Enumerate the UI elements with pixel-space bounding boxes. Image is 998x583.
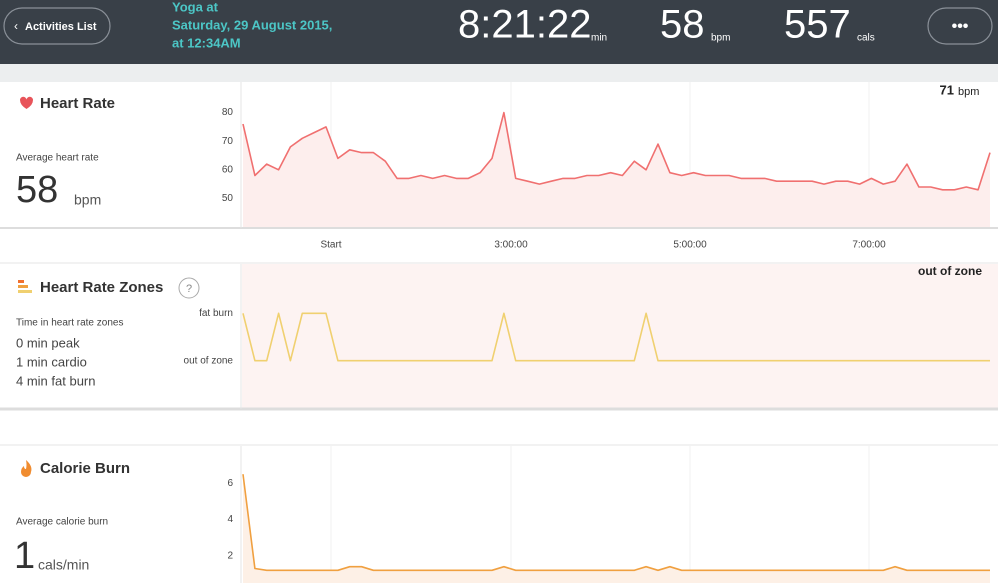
current-unit: bpm xyxy=(958,86,979,98)
heart-icon xyxy=(20,96,33,109)
y-tick-label: 80 xyxy=(222,107,234,118)
zone-background xyxy=(242,264,998,409)
top-bar xyxy=(0,0,998,64)
y-tick-label: 6 xyxy=(227,478,233,489)
zones-icon xyxy=(18,290,32,293)
y-tick-label: 60 xyxy=(222,164,234,175)
x-tick-label: 7:00:00 xyxy=(852,240,886,251)
y-tick-label: out of zone xyxy=(184,355,234,366)
gap xyxy=(0,64,998,82)
stat-unit: cals xyxy=(857,33,875,44)
back-button[interactable]: ‹ Activities List xyxy=(3,7,111,45)
x-tick-label: 3:00:00 xyxy=(494,240,528,251)
line xyxy=(242,474,990,572)
stat-value: 557 xyxy=(784,3,851,47)
menu-button[interactable]: ••• xyxy=(927,7,993,45)
line xyxy=(242,111,991,191)
panel-subtitle: Average heart rate xyxy=(16,153,99,164)
flame-icon xyxy=(21,460,32,477)
activity-title: Saturday, 29 August 2015, xyxy=(172,17,332,32)
activity-title: at 12:34AM xyxy=(172,35,241,50)
help-circle xyxy=(178,277,200,299)
y-tick-label: fat burn xyxy=(199,308,233,319)
average-value: 1 xyxy=(14,535,35,577)
current-value: 71 xyxy=(940,82,954,97)
panel-subtitle: Time in heart rate zones xyxy=(16,318,123,329)
zones-icon xyxy=(18,285,28,288)
x-tick-label: Start xyxy=(320,240,341,251)
activity-title: Yoga at xyxy=(172,0,219,14)
back-arrow: ‹ xyxy=(14,19,18,33)
back-button-outline xyxy=(3,7,111,45)
zone-time: 1 min cardio xyxy=(16,354,87,369)
stat-unit: bpm xyxy=(711,33,730,44)
panel-subtitle: Average calorie burn xyxy=(16,517,108,528)
panel-title: Calorie Burn xyxy=(40,460,130,477)
zone-time: 4 min fat burn xyxy=(16,373,96,388)
stat-unit: min xyxy=(591,33,607,44)
help-button[interactable]: ? xyxy=(178,277,200,299)
zones-icon xyxy=(18,280,24,283)
y-tick-label: 70 xyxy=(222,136,234,147)
panel-title: Heart Rate Zones xyxy=(40,279,163,296)
y-tick-label: 2 xyxy=(227,550,233,561)
menu-dots: ••• xyxy=(952,18,969,35)
area xyxy=(243,474,990,583)
area xyxy=(243,112,990,227)
zone-time: 0 min peak xyxy=(16,335,80,350)
x-tick-label: 5:00:00 xyxy=(673,240,707,251)
help-label: ? xyxy=(186,283,192,295)
current-zone: out of zone xyxy=(918,264,982,278)
menu-outline xyxy=(927,7,993,45)
stat-value: 8:21:22 xyxy=(458,3,591,47)
average-unit: bpm xyxy=(74,192,101,208)
y-tick-label: 4 xyxy=(227,514,233,525)
panel-title: Heart Rate xyxy=(40,95,115,112)
stat-value: 58 xyxy=(660,3,705,47)
y-tick-label: 50 xyxy=(222,193,234,204)
average-value: 58 xyxy=(16,169,58,211)
average-unit: cals/min xyxy=(38,557,89,573)
back-label: Activities List xyxy=(25,21,97,33)
line xyxy=(242,312,990,362)
